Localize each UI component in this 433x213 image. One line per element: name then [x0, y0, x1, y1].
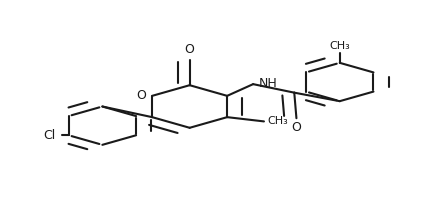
Text: CH₃: CH₃ [268, 117, 288, 126]
Text: O: O [185, 43, 194, 56]
Text: O: O [291, 121, 301, 134]
Text: O: O [136, 89, 146, 102]
Text: Cl: Cl [43, 129, 55, 142]
Text: CH₃: CH₃ [330, 41, 350, 51]
Text: NH: NH [259, 76, 277, 90]
